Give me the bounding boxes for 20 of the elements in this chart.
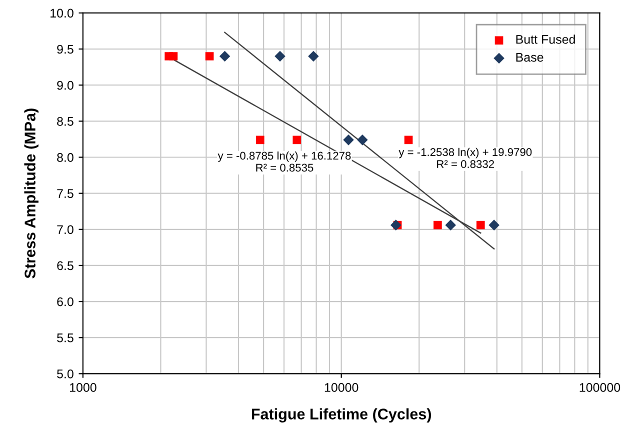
x-tick-label: 100000 <box>580 383 620 392</box>
y-tick-label: 9.0 <box>57 80 74 90</box>
legend-label: Base <box>516 52 544 62</box>
y-tick-label: 8.5 <box>57 116 74 126</box>
annotation: y = -1.2538 ln(x) + 19.9790 R² = 0.8332 <box>398 148 532 168</box>
x-tick-label: 10000 <box>324 383 358 392</box>
y-tick-label: 7.0 <box>57 225 74 234</box>
x-axis-title: Fatigue Lifetime (Cycles) <box>252 408 431 423</box>
annotation: y = -0.8785 ln(x) + 16.1278 R² = 0.8535 <box>218 151 351 172</box>
y-tick-label: 7.5 <box>57 189 74 198</box>
y-tick-label: 5.5 <box>57 334 74 342</box>
y-tick-label: 6.5 <box>57 261 74 270</box>
y-tick-label: 6.0 <box>57 297 74 306</box>
x-tick-label: 1000 <box>70 383 96 392</box>
y-axis-title: Stress Amplitude (MPa) <box>24 108 38 278</box>
y-tick-label: 5.0 <box>57 369 74 378</box>
y-tick-label: 10.0 <box>50 8 74 18</box>
y-tick-label: 8.0 <box>57 153 74 162</box>
legend-label: Butt Fused <box>516 34 575 44</box>
y-tick-label: 9.5 <box>57 44 74 54</box>
